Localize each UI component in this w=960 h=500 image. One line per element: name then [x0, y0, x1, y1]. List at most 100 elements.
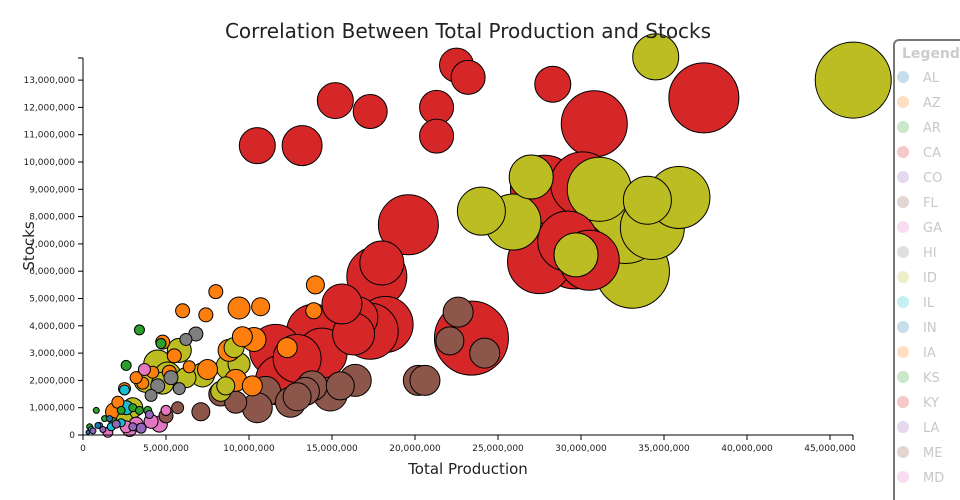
- bubble-id[interactable]: [508, 154, 554, 200]
- x-ticks: 0 5,000,000 10,000,000 15,000,000 20,000,000…: [80, 435, 856, 454]
- legend-item-ga[interactable]: GA: [897, 221, 942, 236]
- bubble-ca[interactable]: [534, 65, 572, 103]
- bubble-ca[interactable]: [316, 82, 354, 120]
- legend-item-ks[interactable]: KS: [897, 371, 940, 386]
- legend-label: ME: [923, 446, 942, 461]
- bubble-fl[interactable]: [191, 402, 211, 422]
- bubble-il[interactable]: [119, 384, 130, 396]
- legend-item-id[interactable]: ID: [897, 271, 937, 286]
- bubble-ar[interactable]: [120, 359, 132, 371]
- legend-item-in[interactable]: IN: [897, 321, 937, 336]
- bubble-az[interactable]: [197, 358, 218, 380]
- bubble-az[interactable]: [129, 371, 143, 385]
- legend-item-fl[interactable]: FL: [897, 196, 938, 211]
- bubble-az[interactable]: [208, 284, 224, 300]
- legend-item-me[interactable]: ME: [897, 446, 942, 461]
- bubble-az[interactable]: [305, 302, 323, 320]
- bubble-az[interactable]: [305, 275, 325, 295]
- bubble-fl[interactable]: [282, 382, 312, 412]
- bubble-hi[interactable]: [150, 378, 166, 394]
- bubble-ar[interactable]: [134, 405, 144, 415]
- bubble-id[interactable]: [622, 175, 672, 225]
- bubble-fl[interactable]: [409, 364, 441, 396]
- legend-box: [893, 39, 960, 500]
- legend-item-md[interactable]: MD: [897, 471, 944, 486]
- legend-item-ia[interactable]: IA: [897, 346, 936, 361]
- bubble-co[interactable]: [128, 422, 138, 432]
- bubble-ca[interactable]: [352, 93, 388, 129]
- bubble-hi[interactable]: [163, 370, 179, 386]
- bubble-hi[interactable]: [144, 388, 158, 402]
- chart-title: Correlation Between Total Production and…: [225, 19, 711, 43]
- legend-label: AL: [923, 71, 940, 86]
- legend-label: IL: [923, 296, 935, 311]
- legend-label: MD: [923, 471, 944, 486]
- bubble-ca[interactable]: [419, 118, 455, 154]
- legend-swatch-icon: [897, 371, 909, 383]
- bubble-az[interactable]: [231, 326, 253, 348]
- x-tick-label: 15,000,000: [306, 444, 358, 454]
- bubble-ca[interactable]: [321, 283, 363, 325]
- bubble-id[interactable]: [566, 156, 632, 222]
- bubble-az[interactable]: [166, 348, 182, 364]
- legend-title: Legend: [902, 46, 960, 62]
- bubble-co[interactable]: [111, 419, 121, 429]
- bubble-az[interactable]: [198, 307, 214, 323]
- bubble-ar[interactable]: [116, 405, 126, 415]
- bubble-co[interactable]: [135, 422, 147, 434]
- bubble-id[interactable]: [814, 41, 892, 119]
- bubble-ga[interactable]: [137, 362, 151, 376]
- legend-item-co[interactable]: CO: [897, 171, 942, 186]
- bubble-ca[interactable]: [668, 62, 740, 134]
- bubble-al[interactable]: [94, 421, 102, 429]
- bubble-ca[interactable]: [450, 59, 486, 95]
- y-tick-label: 2,000,000: [29, 376, 75, 386]
- legend-item-hi[interactable]: HI: [897, 246, 937, 261]
- bubble-al[interactable]: [106, 415, 114, 423]
- legend-item-ar[interactable]: AR: [897, 121, 941, 136]
- bubble-ca[interactable]: [359, 240, 405, 286]
- bubble-ar[interactable]: [133, 324, 145, 336]
- bubble-fl[interactable]: [325, 371, 355, 401]
- bubble-al[interactable]: [85, 429, 91, 435]
- bubble-id[interactable]: [632, 33, 680, 81]
- bubble-ca[interactable]: [377, 194, 439, 256]
- bubble-ca[interactable]: [560, 90, 628, 158]
- legend-item-il[interactable]: IL: [897, 296, 935, 311]
- legend-item-la[interactable]: LA: [897, 421, 940, 436]
- bubble-ga[interactable]: [160, 404, 172, 416]
- legend-item-az[interactable]: AZ: [897, 96, 941, 111]
- bubble-az[interactable]: [175, 303, 191, 319]
- bubble-fl[interactable]: [171, 401, 185, 415]
- bubble-az[interactable]: [182, 360, 196, 374]
- bubble-az[interactable]: [251, 297, 271, 317]
- bubble-ar[interactable]: [155, 338, 167, 350]
- legend-item-al[interactable]: AL: [897, 71, 940, 86]
- bubble-az[interactable]: [227, 296, 251, 320]
- legend-swatch-icon: [897, 346, 909, 358]
- bubble-co[interactable]: [144, 410, 154, 420]
- bubble-ca[interactable]: [238, 127, 276, 165]
- bubble-fl[interactable]: [442, 296, 474, 328]
- legend-swatch-icon: [897, 296, 909, 308]
- bubble-fl[interactable]: [224, 390, 248, 414]
- bubble-hi[interactable]: [179, 332, 193, 346]
- legend-item-ky[interactable]: KY: [897, 396, 939, 411]
- legend-item-ca[interactable]: CA: [897, 146, 941, 161]
- x-tick-label: 45,000,000: [804, 444, 856, 454]
- legend-swatch-icon: [897, 396, 909, 408]
- bubble-co[interactable]: [99, 426, 107, 434]
- bubble-id[interactable]: [553, 232, 599, 278]
- bubble-ar[interactable]: [92, 406, 100, 414]
- legend-swatch-icon: [897, 96, 909, 108]
- bubble-fl[interactable]: [469, 337, 501, 369]
- bubble-az[interactable]: [276, 337, 298, 359]
- bubble-id[interactable]: [216, 376, 236, 396]
- bubble-fl[interactable]: [435, 326, 465, 356]
- bubble-az[interactable]: [241, 375, 263, 397]
- bubble-co[interactable]: [89, 427, 97, 435]
- bubble-fl[interactable]: [241, 392, 273, 424]
- bubble-id[interactable]: [456, 186, 506, 236]
- bubble-hi[interactable]: [172, 382, 186, 396]
- bubble-ca[interactable]: [281, 125, 323, 167]
